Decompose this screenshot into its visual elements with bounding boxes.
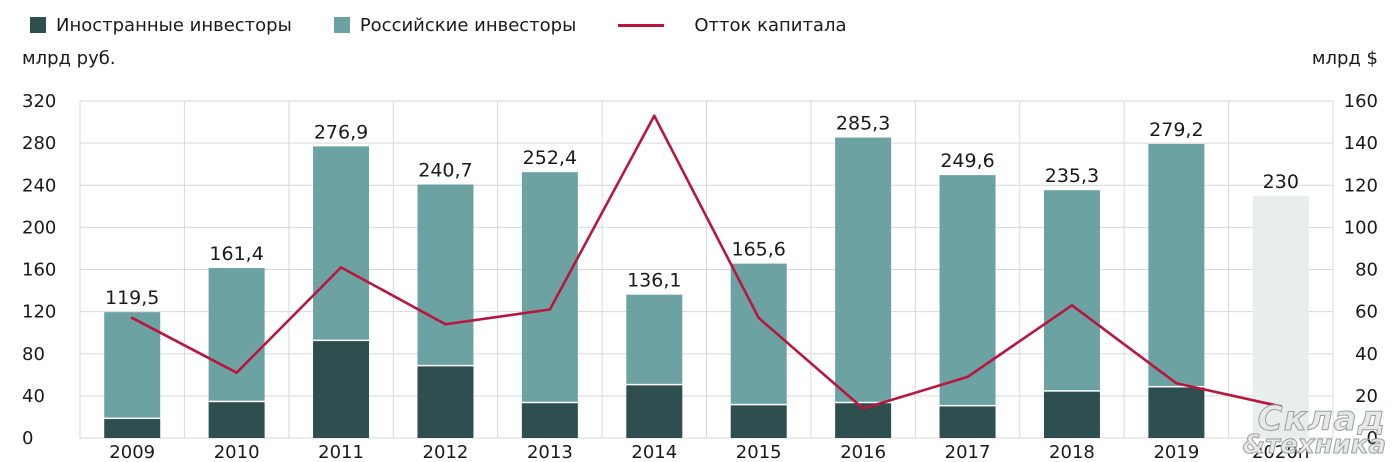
y-left-tick-label: 0 (22, 428, 33, 449)
bar-total-label: 165,6 (732, 239, 786, 261)
line-outflow (130, 114, 1283, 410)
legend-russian-swatch (333, 17, 350, 33)
y-right-tick-label: 100 (1344, 217, 1378, 238)
y-left-tick-label: 280 (22, 133, 56, 154)
line-outflow-point (444, 322, 447, 326)
bar-russian (208, 268, 265, 401)
line-outflow-point (130, 316, 134, 320)
bar-foreign (730, 405, 787, 438)
bar-total-label: 235,3 (1045, 165, 1099, 187)
legend-foreign: Иностранные инвесторы (30, 15, 292, 36)
bar-foreign (208, 402, 265, 438)
bar-russian (1043, 190, 1100, 391)
legend-foreign-label: Иностранные инвесторы (56, 14, 292, 36)
watermark-line1: Склад (1257, 399, 1386, 439)
y-right-tick-label: 160 (1344, 91, 1378, 112)
x-tick-label: 2012 (423, 442, 469, 462)
legend-russian-label: Российские инвесторы (359, 14, 577, 36)
watermark-line2: &техника (1242, 430, 1387, 460)
y-right-tick-label: 20 (1355, 386, 1378, 407)
x-tick-label: 2014 (631, 442, 677, 462)
bar-russian (313, 146, 370, 340)
bar-foreign (417, 366, 474, 438)
bar-russian (1148, 143, 1205, 386)
y-right-tick-label: 40 (1355, 344, 1378, 365)
bar-foreign (313, 341, 370, 438)
bar-russian (939, 175, 996, 405)
line-outflow-point (548, 308, 552, 311)
x-tick-label: 2010 (214, 442, 260, 462)
bar-total-label: 276,9 (314, 121, 368, 143)
line-outflow-point (757, 316, 761, 320)
x-tick-label: 2009 (109, 442, 155, 462)
x-tick-label: 2016 (840, 442, 886, 462)
bar-total-label: 252,4 (523, 147, 577, 169)
legend-outflow: Отток капитала (618, 14, 847, 36)
line-outflow-point (966, 375, 969, 379)
y-left-tick-label: 40 (22, 386, 45, 407)
y-right-tick-label: 80 (1355, 260, 1378, 281)
x-tick-label: 2018 (1049, 442, 1095, 462)
bar-total-label: 230 (1263, 171, 1299, 193)
bar-russian (521, 172, 578, 402)
bar-total-label: 240,7 (418, 160, 472, 182)
bar-total-label: 119,5 (105, 287, 159, 309)
line-outflow-point (861, 407, 865, 410)
y-left-tick-label: 200 (22, 217, 56, 238)
bar-foreign (1148, 387, 1205, 438)
x-tick-label: 2015 (736, 442, 782, 462)
bar-foreign (626, 385, 683, 438)
line-outflow-point (652, 114, 656, 118)
legend: Иностранные инвесторы Российские инвесто… (30, 12, 889, 38)
y-left-tick-label: 240 (22, 175, 56, 196)
x-tick-label: 2020п (1252, 442, 1310, 462)
y-right-tick-label: 0 (1367, 428, 1378, 449)
x-tick-label: 2017 (945, 442, 991, 462)
bar-forecast (1252, 195, 1309, 438)
legend-russian: Российские инвесторы (333, 14, 577, 36)
y-left-tick-label: 160 (22, 260, 56, 281)
bar-total-label: 279,2 (1149, 119, 1203, 141)
bar-russian (417, 184, 474, 365)
bar-total-label: 285,3 (836, 113, 890, 135)
x-tick-label: 2011 (318, 442, 364, 462)
y-left-tick-label: 120 (22, 302, 56, 323)
bar-total-label: 249,6 (940, 150, 994, 172)
bar-russian (104, 312, 161, 418)
bar-total-label: 161,4 (209, 243, 263, 265)
line-outflow-point (1070, 304, 1074, 307)
x-tick-label: 2019 (1153, 442, 1199, 462)
line-outflow-point (1279, 405, 1283, 408)
legend-outflow-swatch (618, 23, 665, 27)
bar-foreign (1043, 391, 1100, 438)
line-outflow-point (1175, 381, 1178, 385)
line-outflow-point (235, 371, 238, 375)
y-right-tick-label: 120 (1344, 175, 1378, 196)
bar-foreign (104, 419, 161, 438)
left-axis-unit: млрд руб. (22, 48, 116, 69)
bar-foreign (939, 406, 996, 438)
bar-total-label: 136,1 (627, 270, 681, 292)
legend-outflow-label: Отток капитала (694, 14, 847, 36)
bar-russian (835, 137, 892, 402)
y-left-tick-label: 80 (22, 344, 45, 365)
y-right-tick-label: 140 (1344, 133, 1378, 154)
x-tick-label: 2013 (527, 442, 573, 462)
legend-foreign-swatch (30, 17, 46, 33)
watermark-logo: Склад &техника (1242, 399, 1387, 460)
line-outflow-point (339, 266, 343, 269)
y-left-tick-label: 320 (22, 91, 56, 112)
bar-russian (626, 294, 683, 384)
right-axis-unit: млрд $ (1311, 48, 1378, 69)
y-right-tick-label: 60 (1355, 302, 1378, 323)
bar-foreign (521, 403, 578, 438)
